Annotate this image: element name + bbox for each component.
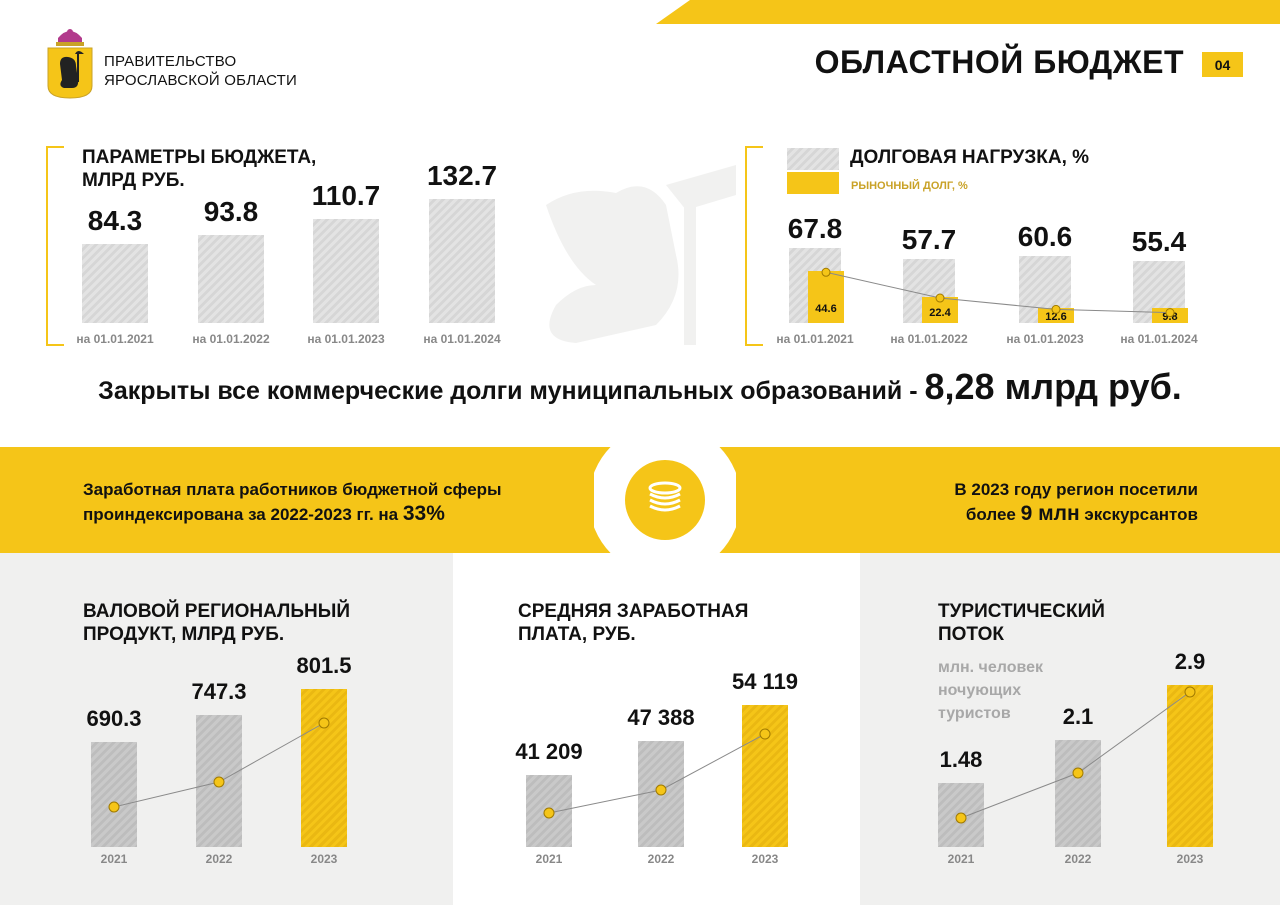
page-number-badge: 04 xyxy=(1202,52,1243,77)
debt-bracket xyxy=(745,146,763,346)
budget-bar xyxy=(82,243,148,323)
tourism-subtitle-line1: млн. человек xyxy=(938,659,1043,676)
grp-value-label: 801.5 xyxy=(296,653,352,679)
tourist-line1: В 2023 году регион посетили xyxy=(954,480,1198,499)
tourism-bar xyxy=(938,782,984,847)
salary-x-label: 2023 xyxy=(751,852,779,866)
bear-watermark-icon xyxy=(546,165,736,345)
salary-index-text: Заработная плата работников бюджетной сф… xyxy=(83,478,502,527)
grp-value-label: 747.3 xyxy=(191,678,247,704)
salary-title-line2: ПЛАТА, РУБ. xyxy=(518,624,636,645)
legend-swatch-debt xyxy=(787,148,839,170)
grp-bar xyxy=(196,714,242,847)
market-debt-value-label: 22.4 xyxy=(929,307,951,320)
salary-index-line2: проиндексирована за 2022-2023 гг. на xyxy=(83,505,399,524)
salary-title-line1: СРЕДНЯЯ ЗАРАБОТНАЯ xyxy=(518,601,749,622)
budget-x-label: на 01.01.2024 xyxy=(423,332,501,346)
commercial-debt-statement: Закрыты все коммерческие долги муниципал… xyxy=(0,366,1280,408)
tourism-subtitle: млн. человек ночующих туристов xyxy=(938,656,1043,725)
salary-index-line1: Заработная плата работников бюджетной сф… xyxy=(83,480,502,499)
legend-swatch-market-debt xyxy=(787,172,839,194)
salary-bar xyxy=(526,775,572,847)
budget-title: ПАРАМЕТРЫ БЮДЖЕТА, МЛРД РУБ. xyxy=(82,146,316,192)
budget-title-line1: ПАРАМЕТРЫ БЮДЖЕТА, xyxy=(82,147,317,168)
grp-x-label: 2022 xyxy=(205,852,233,866)
organization-name-line2: ЯРОСЛАВСКОЙ ОБЛАСТИ xyxy=(104,72,297,89)
salary-index-value: 33% xyxy=(402,502,445,525)
tourism-title-line1: ТУРИСТИЧЕСКИЙ xyxy=(938,601,1105,622)
salary-value-label: 41 209 xyxy=(515,739,583,764)
grp-bar xyxy=(301,689,347,847)
tourist-pre: более xyxy=(965,505,1016,524)
budget-value-label: 93.8 xyxy=(203,196,259,227)
tourism-subtitle-line3: туристов xyxy=(938,705,1011,722)
budget-x-label: на 01.01.2021 xyxy=(76,332,154,346)
tourism-x-label: 2023 xyxy=(1176,852,1204,866)
tourist-value: 9 млн xyxy=(1020,502,1080,525)
organization-name-line1: ПРАВИТЕЛЬСТВО xyxy=(104,53,237,70)
debt-value-label: 57.7 xyxy=(901,223,957,255)
budget-value-label: 84.3 xyxy=(87,204,143,236)
tourism-title-line2: ПОТОК xyxy=(938,624,1004,645)
budget-value-label: 110.7 xyxy=(311,180,381,212)
top-accent-stripe xyxy=(656,0,1280,24)
grp-x-label: 2023 xyxy=(310,852,338,866)
market-debt-value-label: 12.6 xyxy=(1045,311,1067,323)
market-debt-trend-line xyxy=(825,271,1171,314)
debt-x-label: на 01.01.2023 xyxy=(1006,332,1084,346)
budget-bracket xyxy=(46,146,64,346)
debt-x-label: на 01.01.2022 xyxy=(890,332,968,346)
statement-highlight: 8,28 млрд руб. xyxy=(924,366,1182,407)
tourism-title: ТУРИСТИЧЕСКИЙ ПОТОК xyxy=(938,600,1105,646)
grp-bar xyxy=(91,742,137,847)
salary-bar xyxy=(638,741,684,847)
salary-x-label: 2022 xyxy=(647,852,675,866)
market-debt-bar xyxy=(808,271,844,323)
tourist-text: В 2023 году регион посетили более 9 млн … xyxy=(954,478,1198,527)
tourism-x-label: 2022 xyxy=(1064,852,1092,866)
organization-name: ПРАВИТЕЛЬСТВО ЯРОСЛАВСКОЙ ОБЛАСТИ xyxy=(104,52,297,90)
salary-x-label: 2021 xyxy=(535,852,563,866)
salary-bar xyxy=(742,704,788,847)
market-debt-value-label: 9.8 xyxy=(1162,311,1178,323)
statement-text: Закрыты все коммерческие долги муниципал… xyxy=(98,377,925,405)
tourism-subtitle-line2: ночующих xyxy=(938,682,1022,699)
debt-value-label: 55.4 xyxy=(1131,226,1187,258)
tourism-x-label: 2021 xyxy=(947,852,975,866)
salary-title: СРЕДНЯЯ ЗАРАБОТНАЯ ПЛАТА, РУБ. xyxy=(518,600,748,646)
grp-title-line2: ПРОДУКТ, МЛРД РУБ. xyxy=(83,624,285,645)
budget-title-line2: МЛРД РУБ. xyxy=(82,170,185,191)
coins-stack-icon xyxy=(648,481,682,512)
tourism-bar xyxy=(1167,685,1213,847)
tourism-bar xyxy=(1055,740,1101,847)
budget-bar xyxy=(198,235,264,323)
tourism-value-label: 2.1 xyxy=(1062,704,1094,730)
debt-value-label: 67.8 xyxy=(787,212,843,244)
grp-x-label: 2021 xyxy=(100,852,128,866)
page-title: ОБЛАСТНОЙ БЮДЖЕТ xyxy=(814,44,1184,80)
legend-label-market-debt: РЫНОЧНЫЙ ДОЛГ, % xyxy=(851,180,968,192)
tourism-value-label: 1.48 xyxy=(939,746,983,772)
grp-title: ВАЛОВОЙ РЕГИОНАЛЬНЫЙ ПРОДУКТ, МЛРД РУБ. xyxy=(83,600,350,646)
debt-x-label: на 01.01.2024 xyxy=(1120,332,1198,346)
debt-value-label: 60.6 xyxy=(1017,220,1073,252)
tourist-post: экскурсантов xyxy=(1084,505,1198,524)
market-debt-value-label: 44.6 xyxy=(815,303,837,315)
budget-x-label: на 01.01.2022 xyxy=(192,332,270,346)
grp-value-label: 690.3 xyxy=(86,706,142,731)
coat-of-arms-logo xyxy=(47,29,93,99)
budget-bar xyxy=(313,219,379,323)
budget-value-label: 132.7 xyxy=(426,159,498,191)
coin-circle xyxy=(594,447,736,553)
salary-value-label: 54 119 xyxy=(731,668,799,694)
salary-value-label: 47 388 xyxy=(627,705,695,731)
budget-bar xyxy=(429,198,495,323)
grp-title-line1: ВАЛОВОЙ РЕГИОНАЛЬНЫЙ xyxy=(83,601,350,622)
tourism-value-label: 2.9 xyxy=(1174,649,1206,675)
debt-title: ДОЛГОВАЯ НАГРУЗКА, % xyxy=(850,147,1090,168)
budget-x-label: на 01.01.2023 xyxy=(307,332,385,346)
debt-x-label: на 01.01.2021 xyxy=(776,332,854,346)
